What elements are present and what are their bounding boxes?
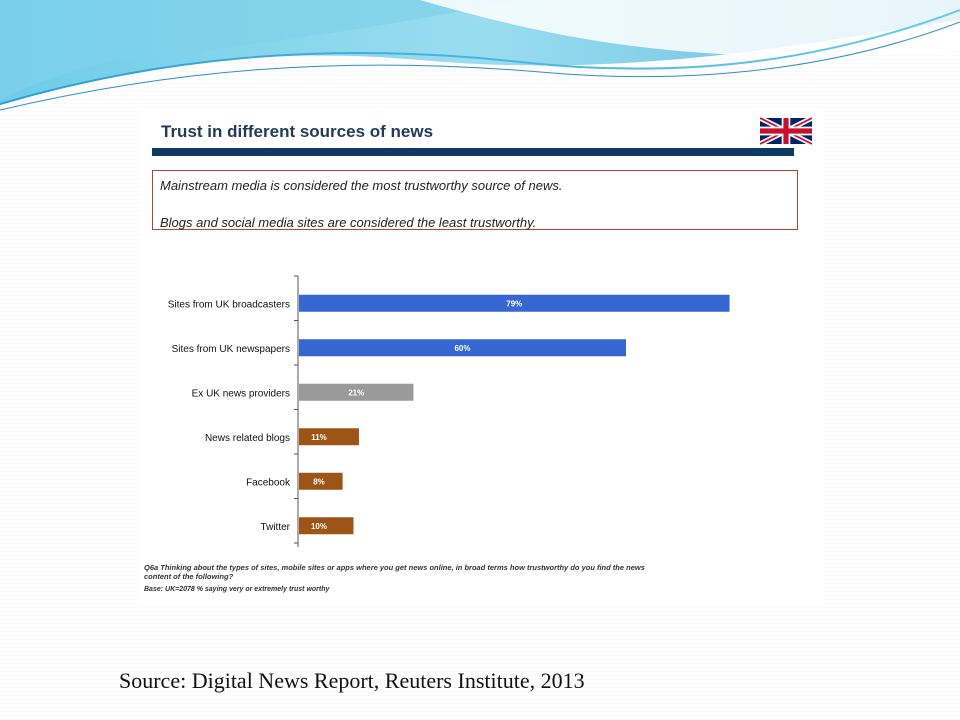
- bar: [299, 472, 343, 490]
- bar-chart: Sites from UK broadcasters 79% Sites from …: [168, 275, 730, 547]
- data-label: 11%: [311, 433, 327, 442]
- category-label: Ex UK news providers: [192, 388, 290, 399]
- category-label: News related blogs: [205, 433, 290, 444]
- category-label: Sites from UK broadcasters: [168, 299, 290, 310]
- data-label: 60%: [454, 344, 470, 353]
- question-footnote: Q6a Thinking about the types of sites, m…: [144, 563, 645, 581]
- decorative-wave-header: [0, 0, 960, 111]
- category-label: Twitter: [261, 522, 291, 533]
- data-label: 21%: [348, 388, 364, 397]
- data-label: 10%: [311, 522, 327, 531]
- bar: [299, 517, 354, 535]
- callout-line-2: Blogs and social media sites are conside…: [160, 215, 537, 230]
- callout-line-1: Mainstream media is considered the most …: [160, 178, 563, 193]
- bar: [299, 339, 626, 357]
- chart-panel: Trust in different sources of news Mains…: [140, 110, 824, 604]
- callout-box: Mainstream media is considered the most …: [152, 170, 798, 230]
- bar: [299, 294, 730, 312]
- title-rule: [152, 148, 794, 156]
- data-label: 8%: [313, 477, 325, 486]
- bar: [299, 383, 414, 401]
- bar: [299, 428, 359, 446]
- category-label: Sites from UK newspapers: [172, 344, 290, 355]
- category-label: Facebook: [246, 477, 291, 488]
- uk-flag-icon: [760, 116, 812, 146]
- chart-title: Trust in different sources of news: [161, 122, 434, 141]
- source-citation: Source: Digital News Report, Reuters Ins…: [119, 668, 585, 693]
- data-label: 79%: [506, 299, 522, 308]
- base-note: Base: UK=2078 % saying very or extremely…: [144, 586, 330, 593]
